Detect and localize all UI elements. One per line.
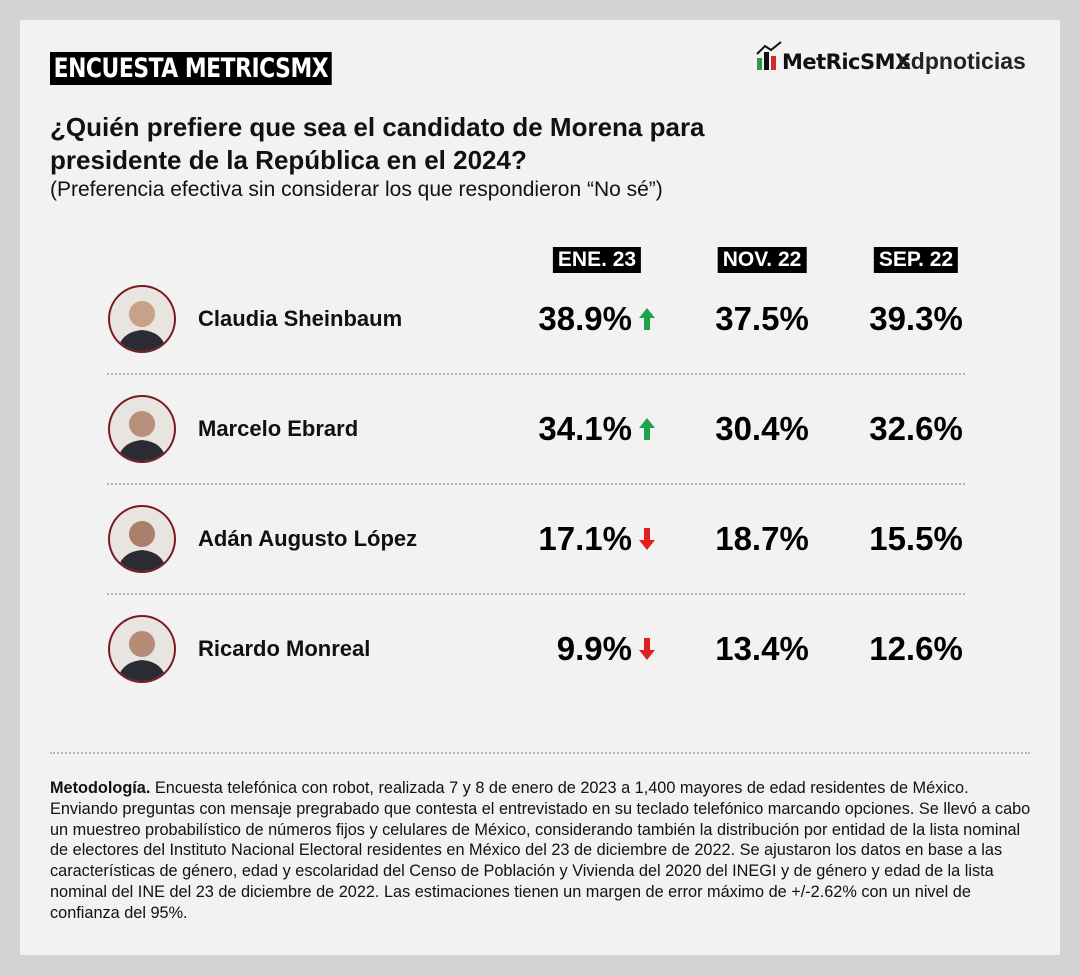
row-separator [107,483,965,485]
logo-icon [756,41,782,70]
footnote: Metodología. Encuesta telefónica con rob… [50,778,1035,924]
value: 17.1% [538,520,632,557]
avatar [108,395,176,463]
footer-separator [50,752,1030,754]
candidate-name: Claudia Sheinbaum [198,306,403,331]
avatar [108,615,176,683]
column-header: NOV. 22 [717,247,807,273]
value: 30.4% [715,410,809,447]
avatar [108,505,176,573]
candidate-name: Ricardo Monreal [198,636,371,661]
trend-up-arrow [639,418,655,440]
card: ENCUESTA METRICSMX MetRicSMX sdpnoticias… [20,20,1060,955]
candidate-name: Marcelo Ebrard [198,416,359,441]
value: 32.6% [869,410,963,447]
column-header: SEP. 22 [873,247,959,273]
partner-logo: sdpnoticias [898,48,1026,74]
avatar [108,285,176,353]
value: 18.7% [715,520,809,557]
title-line: presidente de la República en el 2024? [50,145,527,175]
value: 13.4% [715,630,809,667]
value: 12.6% [869,630,963,667]
row-separator [107,593,965,595]
value: 15.5% [869,520,963,557]
footnote-text: Encuesta telefónica con robot, realizada… [50,779,1031,922]
logo: MetRicSMX [782,50,911,74]
subtitle: (Preferencia efectiva sin considerar los… [50,178,663,201]
row-separator [107,373,965,375]
candidate-name: Adán Augusto López [198,526,418,551]
footnote-label: Metodología. [50,779,151,797]
title-line: ¿Quién prefiere que sea el candidato de … [50,112,705,142]
trend-up-arrow [639,308,655,330]
value: 37.5% [715,300,809,337]
value: 34.1% [538,410,632,447]
value: 38.9% [538,300,632,337]
column-header: ENE. 23 [552,247,642,273]
trend-down-arrow [639,638,655,660]
value: 39.3% [869,300,963,337]
trend-down-arrow [639,528,655,550]
value: 9.9% [556,630,632,667]
badge: ENCUESTA METRICSMX [50,52,332,85]
